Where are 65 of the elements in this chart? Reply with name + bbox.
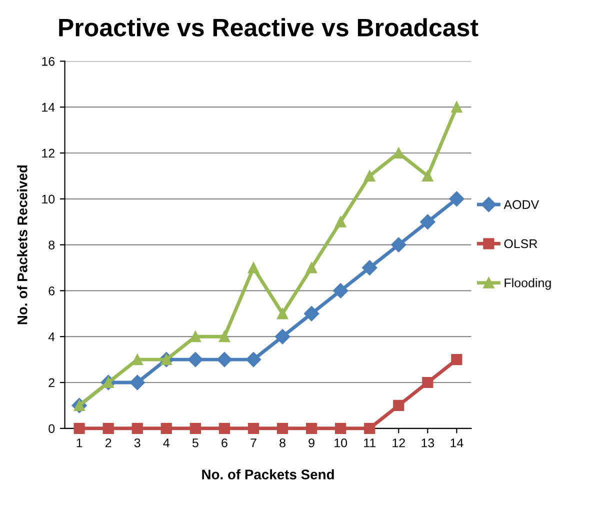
point bbox=[74, 422, 85, 434]
point bbox=[449, 191, 464, 206]
point bbox=[451, 102, 462, 113]
point bbox=[274, 329, 290, 344]
point bbox=[160, 422, 172, 434]
y-tick-label: 8 bbox=[48, 240, 55, 250]
point bbox=[132, 422, 143, 434]
point bbox=[248, 262, 260, 274]
point bbox=[333, 283, 348, 298]
x-tick-label: 10 bbox=[334, 438, 348, 448]
legend-label: AODV bbox=[504, 200, 540, 210]
point bbox=[422, 170, 434, 182]
y-tick-label: 6 bbox=[48, 286, 55, 296]
point bbox=[102, 422, 114, 434]
y-tick-label: 0 bbox=[48, 424, 55, 434]
point bbox=[190, 331, 201, 342]
point bbox=[306, 262, 318, 274]
x-tick-label: 4 bbox=[163, 438, 170, 448]
chart-title: Proactive vs Reactive vs Broadcast bbox=[59, 18, 478, 36]
x-tick-label: 3 bbox=[134, 438, 140, 448]
x-tick-label: 12 bbox=[392, 438, 405, 448]
y-tick-label: 12 bbox=[42, 148, 54, 158]
point bbox=[393, 400, 404, 412]
point bbox=[276, 422, 288, 434]
point bbox=[218, 331, 230, 342]
y-tick-label: 14 bbox=[42, 103, 55, 112]
y-tick-label: 16 bbox=[42, 57, 55, 66]
x-tick-label: 2 bbox=[105, 438, 112, 448]
x-tick-label: 5 bbox=[192, 438, 198, 448]
point bbox=[218, 422, 230, 434]
point bbox=[276, 308, 288, 320]
x-tick-label: 1 bbox=[76, 438, 82, 448]
x-tick-label: 9 bbox=[308, 438, 314, 448]
point bbox=[364, 170, 376, 182]
legend-label: Flooding bbox=[504, 278, 551, 290]
legend-label: OLSR bbox=[504, 239, 538, 248]
point bbox=[335, 216, 346, 228]
y-axis-title: No. of Packets Received bbox=[17, 165, 28, 324]
x-tick-label: 7 bbox=[250, 438, 256, 448]
point bbox=[246, 352, 262, 368]
x-tick-label: 11 bbox=[364, 438, 376, 448]
point bbox=[248, 422, 260, 434]
point bbox=[306, 422, 318, 434]
point bbox=[335, 422, 346, 434]
point bbox=[188, 352, 203, 368]
point bbox=[451, 354, 462, 366]
point bbox=[393, 147, 404, 159]
point bbox=[190, 422, 201, 434]
y-tick-label: 10 bbox=[42, 194, 55, 204]
point bbox=[362, 260, 378, 276]
y-tick-label: 2 bbox=[48, 378, 54, 388]
y-tick-label: 4 bbox=[48, 332, 55, 342]
x-tick-label: 8 bbox=[280, 438, 286, 448]
x-tick-label: 6 bbox=[222, 438, 228, 448]
x-tick-label: 13 bbox=[422, 438, 434, 448]
point bbox=[304, 306, 320, 322]
point bbox=[364, 422, 376, 434]
point bbox=[391, 237, 406, 252]
point bbox=[132, 354, 143, 366]
point bbox=[216, 352, 232, 368]
point bbox=[130, 374, 145, 390]
x-tick-label: 14 bbox=[450, 438, 464, 448]
point bbox=[422, 376, 434, 388]
point bbox=[420, 214, 436, 230]
x-axis-title: No. of Packets Send bbox=[202, 469, 334, 480]
